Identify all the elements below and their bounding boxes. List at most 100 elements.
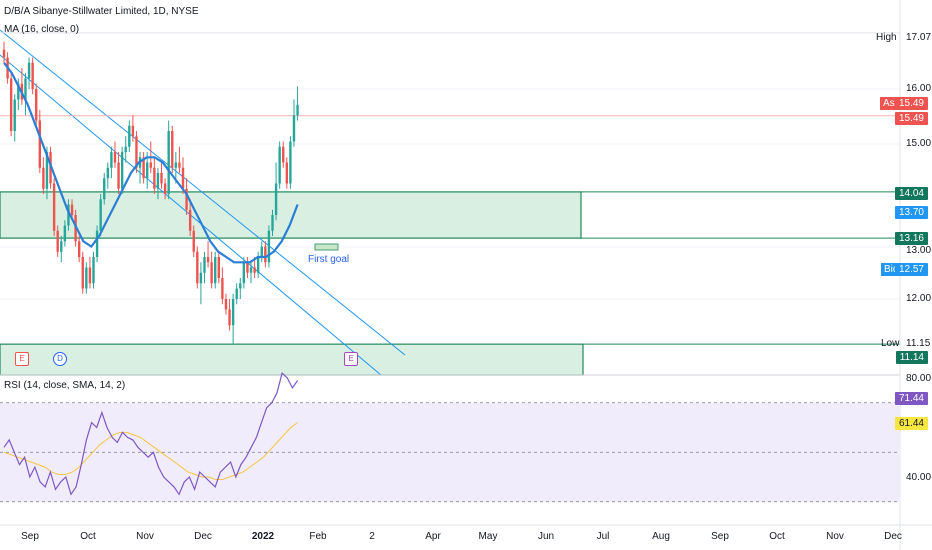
candle-body	[67, 204, 70, 226]
time-tick: Feb	[309, 531, 327, 542]
candle-body	[235, 288, 238, 299]
candle-body	[217, 257, 220, 278]
time-tick: Aug	[652, 531, 670, 542]
candle-body	[35, 89, 38, 121]
ask-value: 15.49	[894, 97, 928, 110]
candle-body	[52, 183, 56, 231]
candle-body	[110, 152, 113, 168]
candle-body	[188, 209, 192, 231]
zone-bottom-tag: 13.16	[894, 232, 928, 245]
candle-body	[239, 283, 242, 289]
price-tick-15: 15.00	[906, 138, 932, 149]
candle-body	[124, 146, 127, 152]
candle-body	[56, 230, 59, 252]
candle-body	[24, 78, 27, 100]
rsi-tick-40: 40.00	[906, 472, 932, 483]
candle-body	[103, 178, 106, 200]
candle-body	[113, 152, 117, 163]
time-tick: Apr	[425, 531, 441, 542]
rsi-tick-80: 80.00	[906, 373, 932, 384]
price-tick-16: 16.00	[906, 83, 932, 94]
time-tick: Sep	[711, 531, 729, 542]
candle-body	[31, 62, 34, 89]
rsi-legend[interactable]: RSI (14, close, SMA, 14, 2)	[4, 380, 126, 391]
candle-body	[231, 299, 235, 326]
candle-body	[185, 188, 188, 210]
ma-value-tag: 13.70	[894, 206, 928, 219]
candle-body	[274, 183, 278, 215]
candle-body	[88, 267, 92, 284]
candle-body	[45, 152, 49, 189]
candle-body	[27, 62, 31, 79]
candle-body	[106, 167, 110, 179]
candle-body	[153, 167, 156, 189]
candle-body	[131, 125, 135, 137]
low-label: Low	[881, 338, 900, 349]
candle-body	[142, 157, 145, 179]
candle-body	[199, 272, 203, 284]
earnings-upcoming-icon[interactable]: E	[344, 352, 358, 366]
dividend-icon[interactable]: D	[53, 352, 67, 366]
candle-body	[224, 299, 228, 310]
candle-body	[85, 267, 88, 289]
candle-body	[146, 162, 149, 179]
low-value: 11.15	[906, 338, 931, 349]
time-tick: 2022	[251, 531, 275, 542]
candle-body	[160, 173, 163, 184]
candle-body	[192, 230, 195, 252]
candle-body	[256, 257, 260, 273]
candle-body	[196, 251, 199, 284]
rsi-sma-tag: 61.44	[894, 417, 928, 430]
candle-body	[221, 278, 224, 299]
time-tick: Oct	[80, 531, 96, 542]
candle-body	[92, 257, 95, 284]
candle-body	[81, 257, 84, 289]
time-tick: Nov	[826, 531, 844, 542]
candle-body	[206, 257, 210, 263]
candle-body	[174, 162, 178, 168]
rsi-sma-line	[3, 422, 298, 480]
candle-body	[249, 267, 253, 273]
candle-body	[228, 309, 231, 326]
candle-body	[156, 173, 160, 189]
lower-zone-tag: 11.14	[895, 351, 928, 364]
candle-body	[246, 262, 249, 273]
high-value: 17.07	[906, 32, 932, 43]
candle-body	[178, 162, 181, 168]
candle-body	[117, 162, 120, 189]
candle-body	[214, 257, 217, 284]
candle-body	[2, 49, 6, 58]
candle-body	[70, 204, 74, 215]
rsi-line	[3, 371, 299, 496]
candle-body	[9, 78, 13, 131]
time-tick: May	[478, 531, 498, 542]
ma-line	[3, 62, 299, 264]
earnings-icon[interactable]: E	[15, 352, 29, 366]
chart-title: D/B/A Sibanye-Stillwater Limited, 1D, NY…	[4, 6, 199, 17]
time-tick: Sep	[21, 531, 39, 542]
candle-body	[163, 183, 167, 194]
candle-body	[181, 167, 185, 189]
candle-body	[77, 241, 81, 257]
candle-body	[149, 162, 152, 168]
candle-body	[13, 99, 16, 131]
price-tick-12: 12.00	[906, 293, 932, 304]
time-tick: Oct	[769, 531, 785, 542]
candle-body	[171, 131, 174, 168]
lower-zone-rect[interactable]	[0, 343, 584, 376]
candle-body	[128, 125, 131, 147]
first-goal-box[interactable]	[314, 243, 339, 251]
time-tick: Jun	[537, 531, 555, 542]
ma-legend[interactable]: MA (16, close, 0)	[4, 24, 80, 35]
candle-body	[292, 115, 296, 142]
time-tick: Jul	[596, 531, 610, 542]
candle-body	[271, 215, 274, 231]
candle-body	[120, 152, 124, 189]
candle-body	[135, 136, 138, 168]
candle-body	[17, 83, 20, 100]
support-zone-rect[interactable]	[0, 191, 582, 239]
candle-body	[285, 162, 289, 184]
first-goal-label: First goal	[308, 254, 350, 265]
candle-body	[242, 262, 246, 284]
